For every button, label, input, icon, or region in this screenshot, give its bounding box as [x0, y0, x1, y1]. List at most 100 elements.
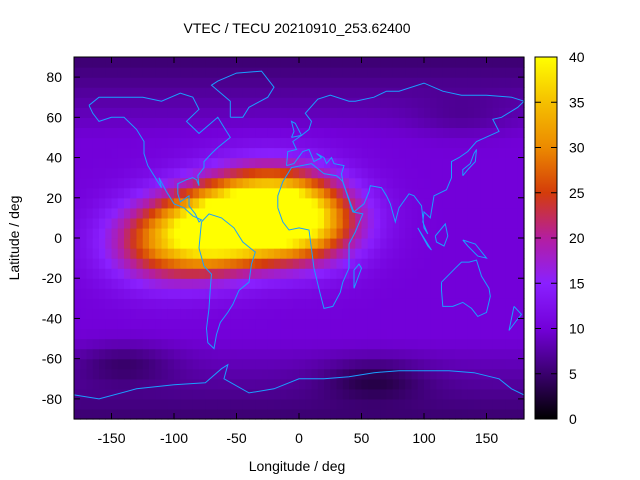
heatmap-cell [261, 408, 269, 420]
heatmap-cell [92, 57, 100, 68]
heatmap-cell [155, 127, 163, 139]
heatmap-cell [155, 258, 163, 269]
heatmap-cell [86, 288, 94, 299]
heatmap-cell [292, 378, 300, 390]
heatmap-cell [261, 137, 269, 149]
heatmap-cell [230, 67, 238, 78]
heatmap-cell [467, 368, 475, 380]
heatmap-cell [517, 238, 525, 249]
heatmap-cell [199, 127, 206, 139]
heatmap-cell [342, 308, 350, 320]
heatmap-cell [349, 167, 356, 179]
heatmap-cell [136, 107, 144, 118]
heatmap-cell [417, 318, 425, 330]
heatmap-cell [499, 398, 506, 410]
heatmap-cell [361, 167, 369, 179]
heatmap-cell [117, 97, 125, 108]
heatmap-cell [505, 187, 513, 199]
heatmap-cell [261, 398, 269, 410]
heatmap-cell [174, 328, 181, 340]
heatmap-cell [280, 398, 288, 410]
heatmap-cell [236, 358, 244, 370]
heatmap-cell [230, 227, 238, 239]
heatmap-cell [492, 227, 500, 239]
heatmap-cell [274, 217, 281, 229]
heatmap-cell [467, 338, 475, 350]
heatmap-cell [242, 197, 250, 209]
heatmap-cell [211, 187, 219, 199]
heatmap-cell [261, 288, 269, 299]
heatmap-cell [355, 388, 363, 400]
heatmap-cell [299, 388, 306, 400]
heatmap-cell [261, 207, 269, 219]
heatmap-cell [192, 238, 200, 249]
heatmap-cell [317, 358, 325, 370]
heatmap-cell [224, 298, 231, 309]
heatmap-cell [286, 268, 294, 279]
heatmap-cell [199, 388, 206, 400]
heatmap-cell [367, 388, 375, 400]
heatmap-cell [424, 57, 431, 68]
heatmap-cell [92, 268, 100, 279]
heatmap-cell [355, 157, 363, 169]
heatmap-cell [180, 348, 188, 360]
heatmap-cell [436, 398, 444, 410]
heatmap-cell [442, 107, 450, 118]
heatmap-cell [442, 248, 450, 259]
heatmap-cell [430, 338, 438, 350]
heatmap-cell [80, 227, 88, 239]
heatmap-cell [299, 187, 306, 199]
heatmap-cell [455, 328, 463, 340]
heatmap-cell [511, 358, 519, 370]
heatmap-cell [305, 358, 313, 370]
heatmap-cell [467, 298, 475, 309]
heatmap-cell [211, 127, 219, 139]
heatmap-cell [136, 378, 144, 390]
heatmap-cell [242, 278, 250, 289]
heatmap-cell [499, 298, 506, 309]
heatmap-cell [392, 147, 400, 159]
heatmap-cell [174, 197, 181, 209]
heatmap-cell [174, 87, 181, 98]
heatmap-cell [111, 368, 119, 380]
heatmap-cell [392, 238, 400, 249]
heatmap-cell [411, 388, 419, 400]
heatmap-cell [517, 97, 525, 108]
heatmap-cell [311, 87, 319, 98]
heatmap-cell [130, 87, 138, 98]
heatmap-cell [367, 278, 375, 289]
heatmap-cell [311, 238, 319, 249]
heatmap-cell [186, 57, 194, 68]
heatmap-cell [455, 378, 463, 390]
heatmap-cell [192, 167, 200, 179]
heatmap-cell [130, 107, 138, 118]
heatmap-cell [492, 348, 500, 360]
heatmap-cell [80, 338, 88, 350]
heatmap-cell [117, 248, 125, 259]
heatmap-cell [317, 117, 325, 128]
heatmap-cell [430, 288, 438, 299]
heatmap-cell [86, 258, 94, 269]
heatmap-cell [411, 368, 419, 380]
heatmap-cell [149, 278, 156, 289]
heatmap-cell [267, 278, 275, 289]
heatmap-cell [117, 187, 125, 199]
heatmap-cell [267, 308, 275, 320]
heatmap-cell [424, 67, 431, 78]
heatmap-cell [324, 77, 331, 88]
colorbar-tick-label: 10 [569, 321, 585, 337]
heatmap-cell [349, 227, 356, 239]
heatmap-cell [511, 67, 519, 78]
heatmap-cell [86, 227, 94, 239]
heatmap-cell [99, 107, 106, 118]
heatmap-cell [92, 127, 100, 139]
heatmap-cell [492, 157, 500, 169]
heatmap-cell [99, 207, 106, 219]
heatmap-cell [142, 87, 150, 98]
heatmap-cell [224, 77, 231, 88]
heatmap-cell [411, 77, 419, 88]
heatmap-cell [461, 227, 469, 239]
heatmap-cell [186, 177, 194, 189]
heatmap-cell [399, 348, 406, 360]
heatmap-cell [467, 67, 475, 78]
